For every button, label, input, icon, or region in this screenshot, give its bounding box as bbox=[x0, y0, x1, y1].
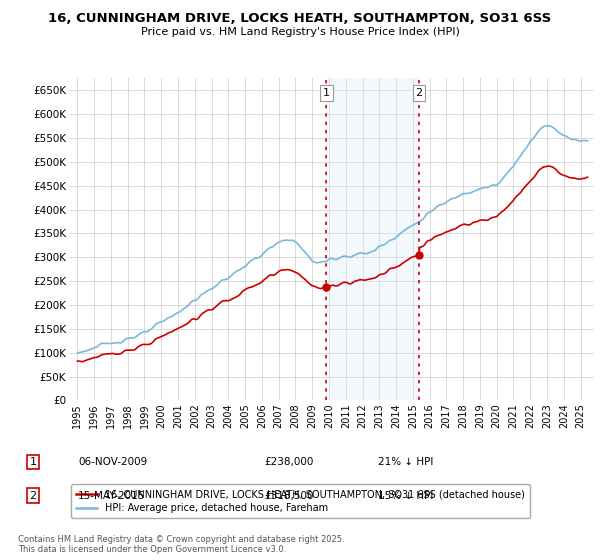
Legend: 16, CUNNINGHAM DRIVE, LOCKS HEATH, SOUTHAMPTON, SO31 6SS (detached house), HPI: : 16, CUNNINGHAM DRIVE, LOCKS HEATH, SOUTH… bbox=[71, 484, 530, 518]
Text: £238,000: £238,000 bbox=[264, 457, 313, 467]
Text: 2: 2 bbox=[415, 88, 422, 98]
Text: 16, CUNNINGHAM DRIVE, LOCKS HEATH, SOUTHAMPTON, SO31 6SS: 16, CUNNINGHAM DRIVE, LOCKS HEATH, SOUTH… bbox=[49, 12, 551, 25]
Text: 15-MAY-2015: 15-MAY-2015 bbox=[78, 491, 145, 501]
Text: 15% ↓ HPI: 15% ↓ HPI bbox=[378, 491, 433, 501]
Text: Price paid vs. HM Land Registry's House Price Index (HPI): Price paid vs. HM Land Registry's House … bbox=[140, 27, 460, 37]
Text: 1: 1 bbox=[29, 457, 37, 467]
Text: 2: 2 bbox=[29, 491, 37, 501]
Text: 06-NOV-2009: 06-NOV-2009 bbox=[78, 457, 147, 467]
Bar bbox=[326, 78, 419, 400]
Text: 21% ↓ HPI: 21% ↓ HPI bbox=[378, 457, 433, 467]
Text: Contains HM Land Registry data © Crown copyright and database right 2025.
This d: Contains HM Land Registry data © Crown c… bbox=[18, 535, 344, 554]
Text: £318,500: £318,500 bbox=[264, 491, 314, 501]
Text: 1: 1 bbox=[323, 88, 330, 98]
